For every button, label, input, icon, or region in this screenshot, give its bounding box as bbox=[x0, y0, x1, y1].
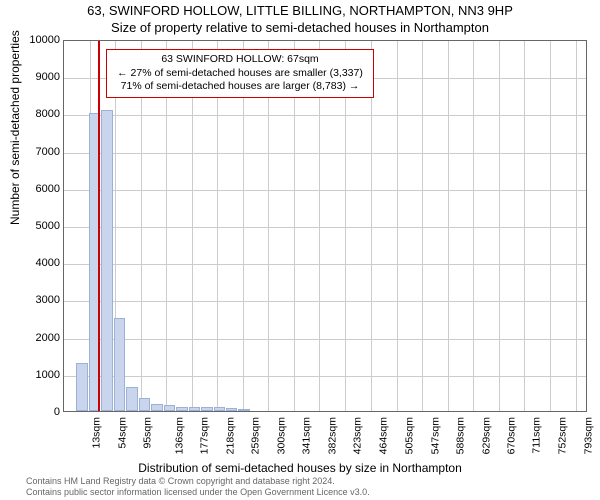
histogram-bar bbox=[201, 407, 212, 411]
histogram-bar bbox=[176, 407, 187, 411]
y-tick-label: 4000 bbox=[20, 257, 60, 269]
histogram-bar bbox=[189, 407, 200, 411]
x-tick-label: 505sqm bbox=[403, 417, 415, 454]
x-tick-label: 423sqm bbox=[352, 417, 364, 454]
x-tick-label: 259sqm bbox=[250, 417, 262, 454]
plot-area: 63 SWINFORD HOLLOW: 67sqm ← 27% of semi-… bbox=[63, 40, 587, 412]
grid-line-h bbox=[64, 227, 586, 228]
x-tick-label: 711sqm bbox=[530, 417, 542, 454]
y-tick-label: 1000 bbox=[20, 369, 60, 381]
x-tick-label: 464sqm bbox=[377, 417, 389, 454]
attribution-line-1: Contains HM Land Registry data © Crown c… bbox=[26, 476, 370, 487]
histogram-bar bbox=[214, 407, 225, 411]
y-tick-label: 9000 bbox=[20, 71, 60, 83]
y-tick-label: 3000 bbox=[20, 294, 60, 306]
x-tick-label: 547sqm bbox=[429, 417, 441, 454]
chart-title-sub: Size of property relative to semi-detach… bbox=[0, 20, 600, 35]
histogram-bar bbox=[226, 408, 237, 411]
marker-line bbox=[98, 41, 100, 411]
x-tick-label: 218sqm bbox=[224, 417, 236, 454]
attribution: Contains HM Land Registry data © Crown c… bbox=[26, 476, 370, 498]
x-tick-label: 300sqm bbox=[275, 417, 287, 454]
grid-line-v bbox=[397, 41, 398, 411]
y-tick-label: 2000 bbox=[20, 332, 60, 344]
histogram-bar bbox=[164, 405, 175, 411]
x-tick-label: 752sqm bbox=[557, 417, 569, 454]
x-tick-label: 670sqm bbox=[506, 417, 518, 454]
x-tick-label: 13sqm bbox=[91, 417, 103, 449]
x-tick-label: 341sqm bbox=[301, 417, 313, 454]
x-tick-label: 382sqm bbox=[326, 417, 338, 454]
x-tick-label: 54sqm bbox=[116, 417, 128, 449]
x-tick-label: 95sqm bbox=[142, 417, 154, 449]
grid-line-v bbox=[499, 41, 500, 411]
y-axis-label: Number of semi-detached properties bbox=[8, 30, 22, 225]
annotation-line-1: 63 SWINFORD HOLLOW: 67sqm bbox=[112, 53, 368, 67]
annotation-line-3: 71% of semi-detached houses are larger (… bbox=[112, 80, 368, 94]
x-axis-label: Distribution of semi-detached houses by … bbox=[0, 461, 600, 475]
chart-title-main: 63, SWINFORD HOLLOW, LITTLE BILLING, NOR… bbox=[0, 3, 600, 18]
grid-line-v bbox=[550, 41, 551, 411]
annotation-box: 63 SWINFORD HOLLOW: 67sqm ← 27% of semi-… bbox=[106, 49, 374, 98]
x-tick-label: 629sqm bbox=[480, 417, 492, 454]
annotation-line-2: ← 27% of semi-detached houses are smalle… bbox=[112, 67, 368, 81]
grid-line-h bbox=[64, 115, 586, 116]
histogram-bar bbox=[101, 110, 112, 411]
histogram-bar bbox=[76, 363, 87, 411]
y-tick-label: 6000 bbox=[20, 183, 60, 195]
grid-line-v bbox=[576, 41, 577, 411]
histogram-bar bbox=[139, 398, 150, 411]
grid-line-h bbox=[64, 301, 586, 302]
y-tick-label: 8000 bbox=[20, 108, 60, 120]
grid-line-h bbox=[64, 376, 586, 377]
x-tick-label: 588sqm bbox=[455, 417, 467, 454]
y-tick-label: 10000 bbox=[20, 34, 60, 46]
y-tick-label: 0 bbox=[20, 406, 60, 418]
y-tick-label: 5000 bbox=[20, 220, 60, 232]
grid-line-v bbox=[448, 41, 449, 411]
grid-line-h bbox=[64, 339, 586, 340]
x-tick-label: 136sqm bbox=[173, 417, 185, 454]
chart-container: 63, SWINFORD HOLLOW, LITTLE BILLING, NOR… bbox=[0, 0, 600, 500]
grid-line-h bbox=[64, 153, 586, 154]
attribution-line-2: Contains public sector information licen… bbox=[26, 487, 370, 498]
grid-line-h bbox=[64, 190, 586, 191]
grid-line-h bbox=[64, 264, 586, 265]
x-tick-label: 177sqm bbox=[199, 417, 211, 454]
grid-line-v bbox=[422, 41, 423, 411]
histogram-bar bbox=[151, 404, 162, 411]
grid-line-v bbox=[524, 41, 525, 411]
histogram-bar bbox=[238, 409, 249, 411]
y-tick-label: 7000 bbox=[20, 146, 60, 158]
histogram-bar bbox=[126, 387, 137, 411]
x-tick-label: 793sqm bbox=[582, 417, 594, 454]
grid-line-v bbox=[473, 41, 474, 411]
histogram-bar bbox=[114, 318, 125, 411]
